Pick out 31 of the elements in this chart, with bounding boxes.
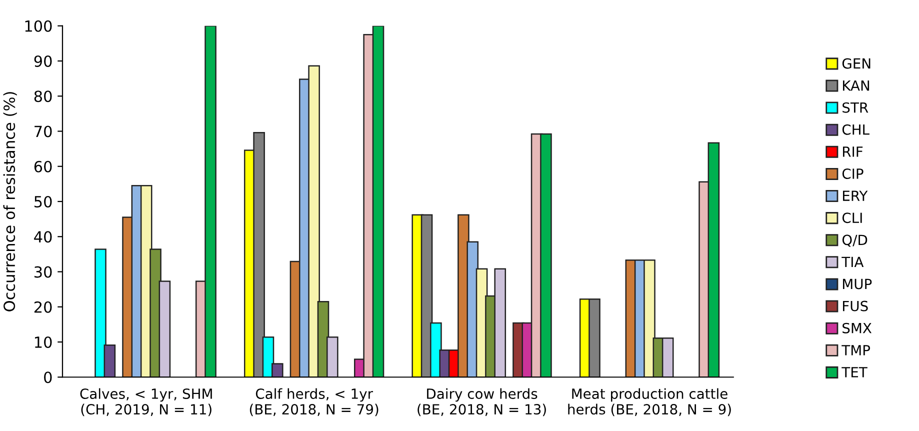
y-tick-label: 20 [34,301,52,313]
legend-label: STR [842,102,868,113]
x-tick-label: Calf herds, < 1yr (BE, 2018, N = 79) [250,388,378,416]
legend-label: CIP [842,168,864,179]
y-tick-label: 40 [34,231,52,243]
y-tick-label: 50 [34,196,52,208]
x-tick-label: Dairy cow herds (BE, 2018, N = 13) [418,388,546,416]
legend-label: CHL [842,124,870,135]
legend-label: KAN [843,80,870,91]
y-tick-label: 60 [34,160,52,172]
y-tick-label: 70 [34,126,52,138]
legend-label: TET [842,367,868,378]
legend-label: SMX [842,322,872,334]
legend-label: MUP [843,278,872,290]
legend-label: TMP [842,345,870,356]
legend-label: FUS [843,300,868,312]
y-tick-label: 30 [34,266,52,278]
x-tick-label: Meat production cattle herds (BE, 2018, N = 9) [568,388,731,416]
y-tick-label: 80 [34,90,52,102]
y-tick-label: 90 [34,55,52,68]
legend-label: Q/D [842,234,868,247]
y-tick-label: 100 [25,20,52,32]
legend-label: ERY [843,190,868,201]
legend-label: CLI [842,212,862,224]
legend-label: TIA [842,256,864,267]
legend-label: RIF [843,146,863,157]
legend-label: GEN [842,58,870,69]
y-tick-label: 0 [44,372,52,384]
y-tick-label: 10 [35,336,52,348]
x-tick-label: Calves, < 1yr, SHM (CH, 2019, N = 11) [80,388,212,416]
y-axis-title: Occurrence of resistance (%) [3,92,17,312]
